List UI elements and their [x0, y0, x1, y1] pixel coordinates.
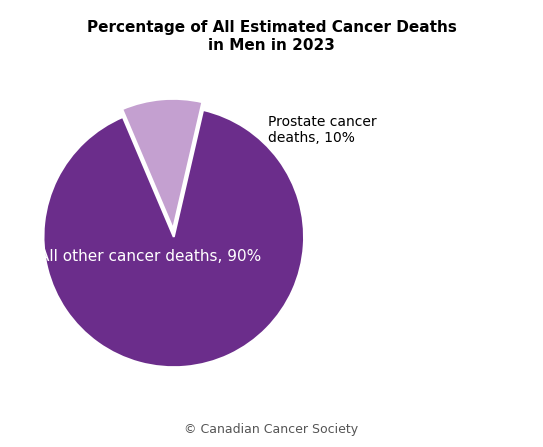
Wedge shape	[43, 110, 304, 367]
Text: Percentage of All Estimated Cancer Deaths
in Men in 2023: Percentage of All Estimated Cancer Death…	[86, 20, 457, 52]
Wedge shape	[122, 99, 203, 229]
Text: © Canadian Cancer Society: © Canadian Cancer Society	[185, 423, 358, 436]
Text: All other cancer deaths, 90%: All other cancer deaths, 90%	[39, 249, 261, 264]
Text: Prostate cancer
deaths, 10%: Prostate cancer deaths, 10%	[268, 115, 376, 145]
